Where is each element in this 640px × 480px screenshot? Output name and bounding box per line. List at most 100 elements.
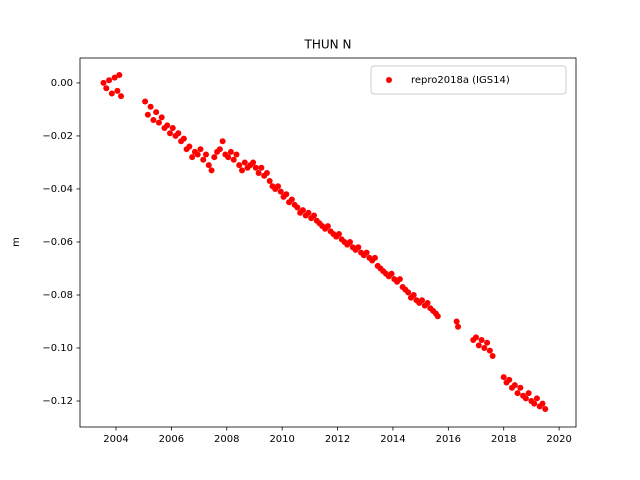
data-point [236, 162, 243, 169]
plot-frame [79, 57, 577, 428]
data-point [484, 339, 491, 346]
data-point [258, 164, 265, 171]
y-tick-label: −0.12 [42, 396, 73, 407]
data-point [194, 151, 201, 158]
data-point [410, 291, 417, 298]
data-point [531, 400, 538, 407]
data-point [186, 143, 193, 150]
data-point [299, 207, 306, 214]
data-point [150, 117, 157, 124]
data-point [108, 90, 115, 97]
data-point [371, 254, 378, 261]
data-point [533, 395, 540, 402]
data-point [103, 85, 110, 92]
x-tick-label: 2004 [103, 434, 128, 445]
data-point [239, 167, 246, 174]
data-point [180, 135, 187, 142]
data-point [486, 347, 493, 354]
data-point [500, 374, 507, 381]
data-point [155, 119, 162, 126]
data-point [478, 337, 485, 344]
data-point [542, 405, 549, 412]
y-axis-label: m [11, 237, 22, 247]
x-tick-label: 2008 [214, 434, 239, 445]
x-tick-label: 2012 [325, 434, 350, 445]
chart-title: THUN N [304, 38, 352, 52]
data-point [489, 352, 496, 359]
x-tick-label: 2020 [546, 434, 571, 445]
data-point [311, 212, 318, 219]
data-point [252, 164, 259, 171]
data-point [225, 154, 232, 161]
data-point [211, 154, 218, 161]
data-point [203, 151, 210, 158]
y-tick-label: −0.06 [42, 237, 73, 248]
data-point [481, 345, 488, 352]
data-point [200, 156, 207, 163]
data-point [100, 79, 107, 86]
data-point [355, 244, 362, 251]
data-point [347, 238, 354, 245]
data-point [275, 183, 282, 190]
data-point [455, 323, 462, 330]
data-point [116, 71, 123, 78]
data-point [283, 191, 290, 198]
data-point [142, 98, 149, 105]
data-point [230, 156, 237, 163]
data-point [539, 400, 546, 407]
data-point [277, 188, 284, 195]
legend-marker [386, 77, 392, 83]
data-point [114, 87, 121, 94]
data-point [111, 74, 118, 81]
data-point [241, 159, 248, 166]
data-point [250, 159, 257, 166]
data-point [255, 170, 262, 177]
data-point [434, 313, 441, 320]
x-tick-label: 2010 [269, 434, 294, 445]
data-point [117, 93, 124, 100]
data-point [227, 148, 234, 155]
legend-box [370, 65, 567, 95]
x-tick-label: 2006 [159, 434, 184, 445]
data-point [506, 376, 513, 383]
data-point [473, 334, 480, 341]
data-point [288, 196, 295, 203]
legend-label: repro2018a (IGS14) [411, 75, 510, 86]
data-point [266, 178, 273, 184]
data-point [525, 390, 532, 397]
data-point [522, 395, 529, 402]
data-point [216, 146, 223, 153]
data-point [363, 249, 370, 256]
x-tick-label: 2018 [491, 434, 516, 445]
data-point [197, 146, 204, 153]
x-tick-label: 2014 [380, 434, 405, 445]
data-point [405, 289, 412, 296]
data-point [424, 299, 431, 306]
data-point [396, 276, 403, 283]
data-point [233, 151, 240, 158]
data-point [475, 342, 482, 349]
data-point [144, 111, 151, 118]
data-point [167, 130, 174, 137]
data-point [514, 390, 521, 397]
data-point [147, 103, 154, 110]
data-point [106, 77, 113, 84]
data-point [189, 154, 196, 161]
data-point [388, 270, 395, 277]
y-tick-label: −0.08 [42, 290, 73, 301]
data-point [169, 124, 176, 131]
data-point [263, 170, 270, 177]
data-point [219, 138, 226, 145]
y-tick-label: −0.04 [42, 184, 73, 195]
y-tick-label: 0.00 [51, 78, 73, 89]
data-point [324, 223, 331, 230]
data-point [335, 231, 342, 238]
data-point [158, 114, 165, 121]
data-point [511, 382, 518, 389]
data-point [164, 122, 171, 129]
data-point [419, 297, 426, 304]
data-point [208, 167, 215, 174]
data-point [305, 209, 312, 216]
y-tick-label: −0.02 [42, 131, 73, 142]
